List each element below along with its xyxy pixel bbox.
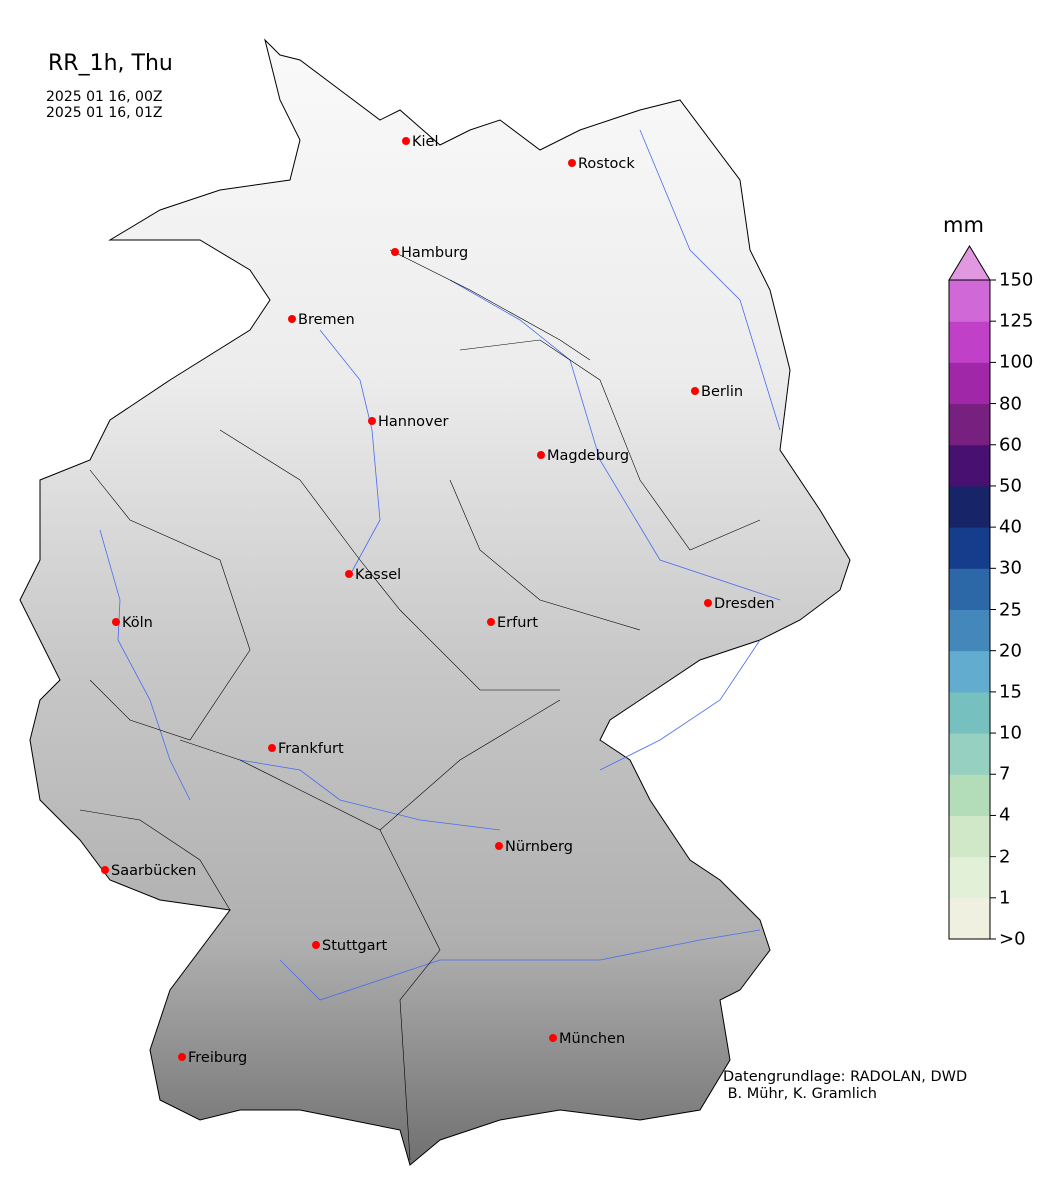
colorbar-tick-label: 7 <box>999 763 1011 785</box>
city-marker <box>495 842 503 850</box>
city-marker <box>312 941 320 949</box>
germany-outline <box>19 38 851 1166</box>
city-marker <box>288 315 296 323</box>
colorbar-segment <box>949 280 990 322</box>
city-marker <box>549 1034 557 1042</box>
city-label: Kassel <box>355 567 401 583</box>
valid-time-start: 2025 01 16, 00Z <box>46 89 163 105</box>
map-title: RR_1h, Thu <box>48 51 173 76</box>
city-label: Rostock <box>578 156 635 172</box>
rivers <box>99 129 781 1001</box>
city-label: Magdeburg <box>547 448 629 464</box>
colorbar-tick-label: 30 <box>999 557 1022 579</box>
city-marker <box>568 159 576 167</box>
colorbar-tick-label: 60 <box>999 434 1022 456</box>
colorbar-tick-label: 80 <box>999 393 1022 415</box>
colorbar-segment <box>949 650 990 693</box>
colorbar-extend-arrow <box>948 245 991 281</box>
city-label: Stuttgart <box>322 938 388 954</box>
city-label: Frankfurt <box>278 741 344 757</box>
data-credit: Datengrundlage: RADOLAN, DWD B. Mühr, K.… <box>723 1069 968 1102</box>
colorbar-segment <box>949 527 990 569</box>
colorbar-segment <box>949 321 990 363</box>
colorbar-tick-label: 50 <box>999 475 1022 497</box>
colorbar-segment <box>949 815 990 858</box>
colorbar-segment <box>949 691 990 734</box>
city-label: Freiburg <box>188 1050 247 1066</box>
city-marker <box>101 866 109 874</box>
city-label: Berlin <box>701 384 743 400</box>
colorbar-segment <box>949 856 990 899</box>
river-line <box>319 329 381 576</box>
city-marker <box>402 137 410 145</box>
colorbar-tick-label: 125 <box>999 310 1034 332</box>
colorbar-tick-label: 40 <box>999 516 1022 538</box>
city-label: Köln <box>122 615 153 631</box>
river-line <box>639 129 781 431</box>
colorbar-tick-label: >0 <box>999 928 1026 950</box>
colorbar-segment <box>949 774 990 816</box>
city-marker <box>112 618 120 626</box>
city-marker <box>391 248 399 256</box>
colorbar-tick-label: 20 <box>999 640 1022 662</box>
city-label: München <box>559 1031 625 1047</box>
colorbar-tick-label: 1 <box>999 887 1011 909</box>
city-label: Hannover <box>378 414 449 430</box>
river-line <box>599 639 761 771</box>
colorbar-segment <box>949 609 990 652</box>
colorbar-tick-label: 100 <box>999 351 1034 373</box>
colorbar-segment <box>949 897 990 940</box>
colorbar-tick-label: 4 <box>999 804 1011 826</box>
colorbar-segment <box>949 733 990 775</box>
colorbar-tick-label: 25 <box>999 599 1022 620</box>
state-borders <box>79 249 761 1161</box>
city-markers: Kiel Rostock Hamburg Bremen Berlin Hannover Ma… <box>101 134 775 1066</box>
city-label: Bremen <box>298 312 355 328</box>
city-marker <box>704 599 712 607</box>
colorbar-segment <box>949 485 990 528</box>
city-marker <box>691 387 699 395</box>
colorbar-tick-label: 150 <box>999 269 1034 291</box>
city-label: Kiel <box>412 134 439 150</box>
city-label: Erfurt <box>497 615 538 631</box>
colorbar-unit: mm <box>943 213 984 237</box>
city-marker <box>487 618 495 626</box>
colorbar-tick-label: 15 <box>999 681 1022 703</box>
colorbar-tick-label: 2 <box>999 846 1011 868</box>
city-marker <box>368 417 376 425</box>
colorbar-segment <box>949 362 990 405</box>
city-label: Dresden <box>714 596 775 612</box>
colorbar-tick-label: 10 <box>999 722 1022 744</box>
city-marker <box>537 451 545 459</box>
city-label: Hamburg <box>401 245 468 261</box>
valid-time-end: 2025 01 16, 01Z <box>46 105 163 121</box>
city-label: Nürnberg <box>505 839 573 855</box>
river-line <box>99 529 191 801</box>
river-line <box>279 929 761 1001</box>
colorbar-segment <box>949 568 990 610</box>
city-marker <box>268 744 276 752</box>
colorbar-segment <box>949 444 990 487</box>
colorbar-segment <box>949 403 990 446</box>
river-line <box>239 759 501 831</box>
city-marker <box>178 1053 186 1061</box>
colorbar <box>948 245 996 940</box>
city-label: Saarbücken <box>111 863 196 879</box>
river-line <box>449 279 781 601</box>
city-marker <box>345 570 353 578</box>
